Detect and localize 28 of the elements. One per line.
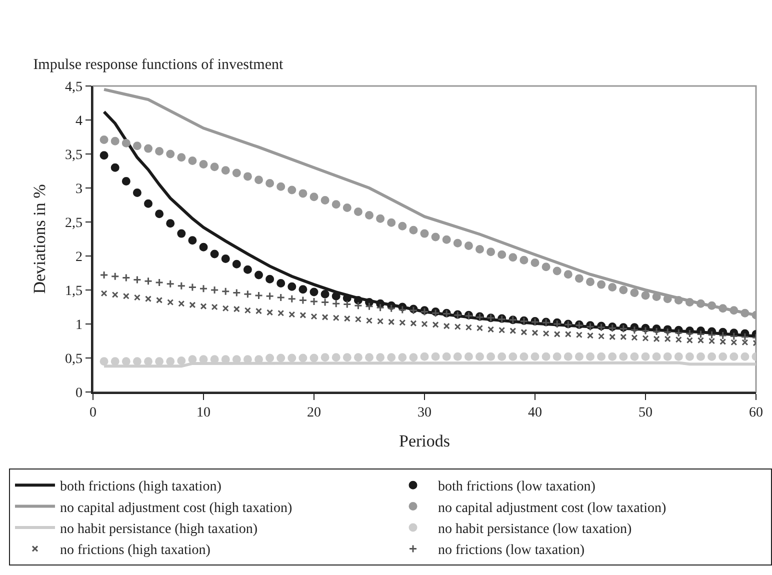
x-tick-label: 10 (196, 406, 210, 421)
x-tick-label: 0 (90, 406, 96, 421)
y-tick-label: 4,5 (64, 80, 82, 95)
y-tick-label: 4 (75, 114, 82, 129)
y-tick-label: 1,5 (64, 284, 82, 299)
legend-label: no frictions (high taxation) (60, 543, 211, 558)
x-tick-label: 60 (749, 406, 763, 421)
x-tick-label: 50 (638, 406, 652, 421)
y-tick-label: 3 (75, 182, 82, 197)
y-tick-label: 0,5 (64, 352, 82, 367)
legend-label: both frictions (low taxation) (438, 480, 596, 495)
legend-label: no habit persistance (low taxation) (438, 522, 632, 537)
y-tick-label: 2 (75, 250, 82, 265)
x-tick-label: 30 (418, 406, 432, 421)
y-tick-label: 0 (75, 386, 82, 401)
x-tick-label: 20 (307, 406, 321, 421)
x-tick-label: 40 (528, 406, 542, 421)
y-axis-title: Deviations in % (30, 184, 49, 294)
y-tick-label: 3,5 (64, 148, 82, 163)
legend-label: no capital adjustment cost (high taxation) (60, 500, 292, 516)
legend-label: both frictions (high taxation) (60, 480, 222, 495)
y-tick-label: 2,5 (64, 216, 82, 231)
legend-label: no habit persistance (high taxation) (60, 522, 258, 537)
x-axis-title: Periods (399, 431, 450, 450)
legend-label: no capital adjustment cost (low taxation) (438, 500, 667, 516)
legend-label: no frictions (low taxation) (438, 543, 585, 558)
y-tick-label: 1 (75, 318, 82, 333)
chart-title: Impulse response functions of investment (33, 57, 284, 73)
